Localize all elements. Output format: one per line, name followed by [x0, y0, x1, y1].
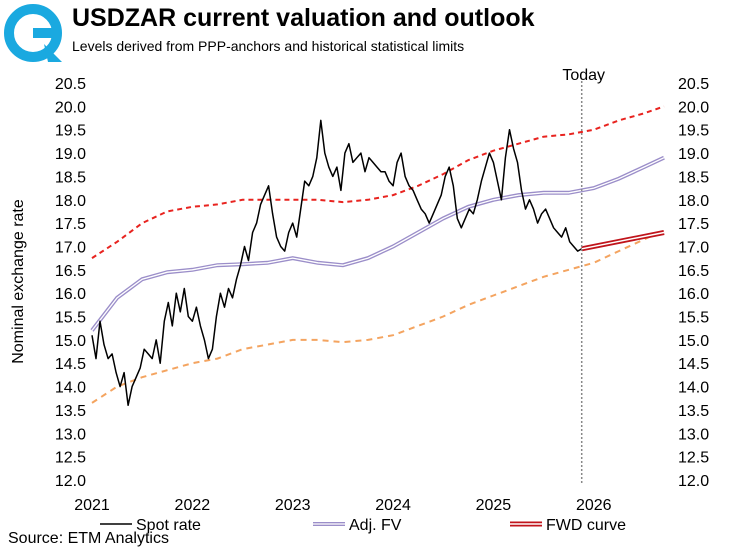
y-tick-label-right: 20.0 [678, 99, 709, 116]
y-tick-label-right: 19.5 [678, 123, 709, 140]
y-tick-label-left: 18.5 [55, 169, 86, 186]
y-tick-label-left: 19.5 [55, 123, 86, 140]
series-line-adj-fv-inner [91, 157, 665, 331]
y-tick-label-right: 14.5 [678, 356, 709, 373]
y-tick-label-right: 18.0 [678, 193, 709, 210]
today-label: Today [562, 67, 605, 84]
y-axis-label: Nominal exchange rate [10, 199, 27, 364]
y-tick-label-right: 15.5 [678, 310, 709, 327]
y-tick-label-right: 17.0 [678, 239, 709, 256]
y-tick-label-left: 20.5 [55, 76, 86, 93]
y-tick-label-right: 17.5 [678, 216, 709, 233]
y-tick-label-left: 17.0 [55, 239, 86, 256]
y-tick-label-right: 20.5 [678, 76, 709, 93]
series-line-upper-band [91, 105, 665, 259]
y-tick-label-left: 15.5 [55, 310, 86, 327]
y-tick-label-left: 17.5 [55, 216, 86, 233]
y-tick-label-left: 13.5 [55, 403, 86, 420]
series-line-adj-fv [90, 155, 665, 332]
x-tick-label: 2023 [275, 497, 311, 514]
legend-label: Adj. FV [349, 517, 402, 534]
y-tick-label-right: 14.0 [678, 380, 709, 397]
source-note: Source: ETM Analytics [8, 530, 169, 547]
y-tick-label-right: 13.0 [678, 426, 709, 443]
series-line-lower-band [91, 229, 665, 404]
y-tick-label-left: 20.0 [55, 99, 86, 116]
y-tick-label-right: 12.0 [678, 473, 709, 490]
legend-label: FWD curve [546, 517, 626, 534]
y-tick-label-right: 18.5 [678, 169, 709, 186]
x-tick-label: 2026 [576, 497, 612, 514]
x-tick-label: 2024 [375, 497, 411, 514]
etm-logo-icon [4, 4, 62, 62]
legend-label: Spot rate [136, 517, 201, 534]
y-tick-label-right: 12.5 [678, 450, 709, 467]
y-tick-label-right: 16.5 [678, 263, 709, 280]
y-tick-label-right: 16.0 [678, 286, 709, 303]
chart-title: USDZAR current valuation and outlook [72, 4, 535, 32]
x-tick-label: 2022 [175, 497, 211, 514]
y-tick-label-right: 13.5 [678, 403, 709, 420]
y-tick-label-left: 16.5 [55, 263, 86, 280]
y-tick-label-left: 13.0 [55, 426, 86, 443]
y-tick-label-left: 14.5 [55, 356, 86, 373]
series-line-spot-rate [91, 119, 583, 407]
y-tick-label-left: 19.0 [55, 146, 86, 163]
x-tick-label: 2021 [74, 497, 110, 514]
y-tick-label-left: 16.0 [55, 286, 86, 303]
series-line-fwd-curve-inner [581, 231, 665, 250]
y-tick-label-right: 19.0 [678, 146, 709, 163]
y-tick-label-left: 18.0 [55, 193, 86, 210]
y-tick-label-left: 12.0 [55, 473, 86, 490]
y-tick-label-right: 15.0 [678, 333, 709, 350]
chart-subtitle: Levels derived from PPP-anchors and hist… [72, 38, 465, 54]
y-tick-label-left: 14.0 [55, 380, 86, 397]
y-tick-label-left: 12.5 [55, 450, 86, 467]
x-tick-label: 2025 [476, 497, 512, 514]
y-tick-label-left: 15.0 [55, 333, 86, 350]
